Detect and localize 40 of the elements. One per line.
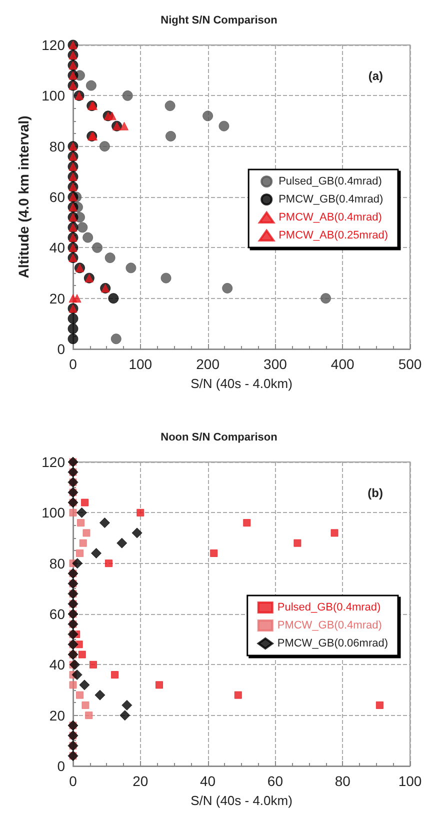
y-tick-label: 100 — [42, 504, 66, 521]
legend-label: PMCW_AB(0.4mrad) — [278, 212, 382, 224]
legend-label: PMCW_AB(0.25mrad) — [278, 230, 388, 242]
x-tick-label: 60 — [267, 773, 284, 789]
x-tick-label: 0 — [69, 773, 78, 789]
x-tick-label: 300 — [264, 356, 288, 372]
legend-label: PMCW_GB(0.4mrad) — [278, 194, 384, 206]
y-tick-label: 80 — [49, 138, 66, 154]
y-tick-label: 80 — [49, 555, 66, 572]
y-axis-title: Altitude (4.0 km interval) — [16, 116, 32, 278]
y-tick-label: 20 — [49, 707, 66, 724]
y-tick-label: 20 — [49, 290, 66, 306]
y-tick-label: 120 — [42, 454, 66, 470]
y-tick-label: 60 — [49, 189, 66, 205]
chart-title: Night S/N Comparison — [160, 14, 278, 26]
y-tick-label: 40 — [49, 240, 66, 256]
legend-label: PMCW_GB(0.06mrad) — [277, 638, 388, 650]
x-tick-label: 20 — [132, 773, 148, 789]
x-tick-label: 200 — [196, 356, 220, 372]
annotation: (a) — [368, 69, 384, 83]
legend-label: Pulsed_GB(0.4mrad) — [278, 176, 382, 188]
annotation: (b) — [368, 486, 384, 500]
x-axis-title: S/N (40s - 4.0km) — [190, 793, 292, 808]
x-tick-label: 100 — [128, 356, 152, 372]
y-tick-label: 0 — [57, 758, 66, 774]
x-tick-label: 400 — [330, 356, 354, 372]
x-axis-title: S/N (40s - 4.0km) — [190, 376, 292, 391]
y-tick-label: 120 — [42, 37, 66, 53]
y-tick-label: 0 — [57, 341, 66, 357]
x-tick-label: 40 — [200, 773, 216, 789]
legend-label: Pulsed_GB(0.4mrad) — [277, 602, 381, 614]
x-tick-label: 100 — [398, 773, 422, 789]
y-tick-label: 60 — [49, 606, 66, 622]
x-tick-label: 0 — [69, 356, 78, 372]
chart-title: Noon S/N Comparison — [160, 432, 278, 444]
x-tick-label: 500 — [398, 356, 422, 372]
y-tick-label: 40 — [49, 656, 66, 673]
y-tick-label: 100 — [42, 88, 66, 104]
legend-label: PMCW_GB(0.4mrad) — [277, 620, 382, 632]
x-tick-label: 80 — [334, 773, 351, 789]
